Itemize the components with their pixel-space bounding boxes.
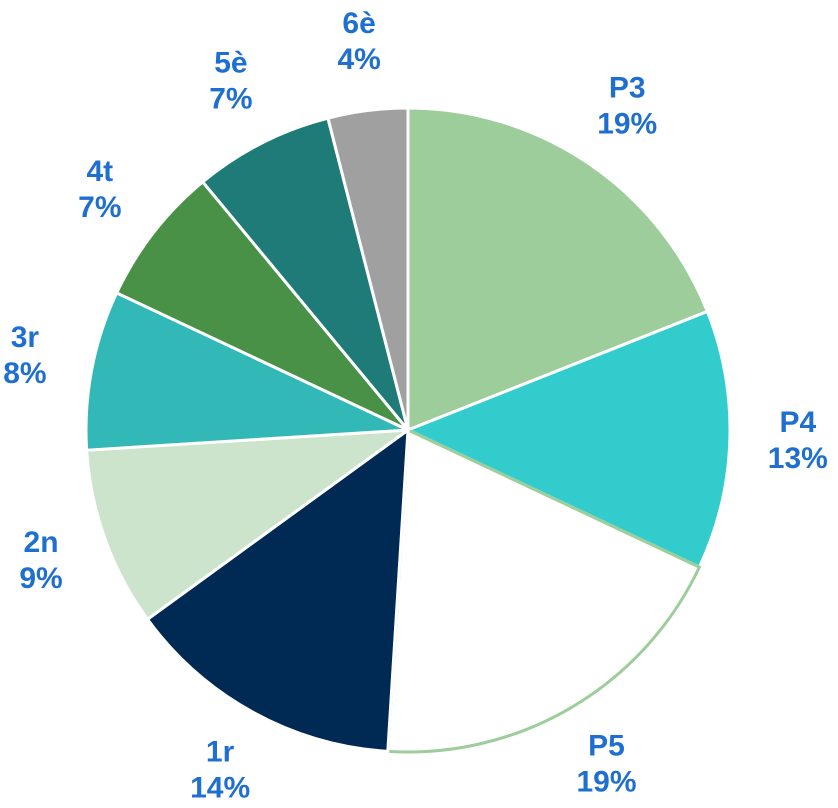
slice-label: 3r bbox=[11, 321, 40, 354]
slice-label: 5è bbox=[214, 46, 247, 79]
slice-label: 2n bbox=[24, 526, 59, 559]
slice-value-label: 4% bbox=[337, 43, 380, 76]
pie-slice bbox=[404, 309, 732, 570]
slice-value-label: 8% bbox=[3, 357, 46, 390]
slice-value-label: 19% bbox=[577, 766, 637, 799]
pie-slice bbox=[145, 426, 410, 753]
pie-slice bbox=[85, 428, 414, 622]
slice-value-label: 13% bbox=[768, 442, 828, 475]
slice-label: P4 bbox=[779, 406, 816, 439]
slice-label: 1r bbox=[206, 736, 235, 769]
pie-slice bbox=[326, 106, 410, 431]
slice-value-label: 9% bbox=[19, 562, 62, 595]
pie-slice bbox=[406, 106, 710, 433]
slice-label: 4t bbox=[86, 155, 113, 188]
slice-value-label: 7% bbox=[78, 191, 121, 224]
pie-slice bbox=[114, 179, 410, 432]
pie-slice bbox=[200, 116, 410, 431]
slice-label: P5 bbox=[588, 730, 625, 763]
slice-value-label: 19% bbox=[597, 107, 657, 140]
slice-value-label: 7% bbox=[209, 82, 252, 115]
slice-label: P3 bbox=[609, 71, 646, 104]
slice-label: 6è bbox=[342, 7, 375, 40]
pie-slice bbox=[84, 290, 409, 452]
pie-slice bbox=[386, 427, 702, 754]
slice-value-label: 14% bbox=[190, 772, 250, 803]
